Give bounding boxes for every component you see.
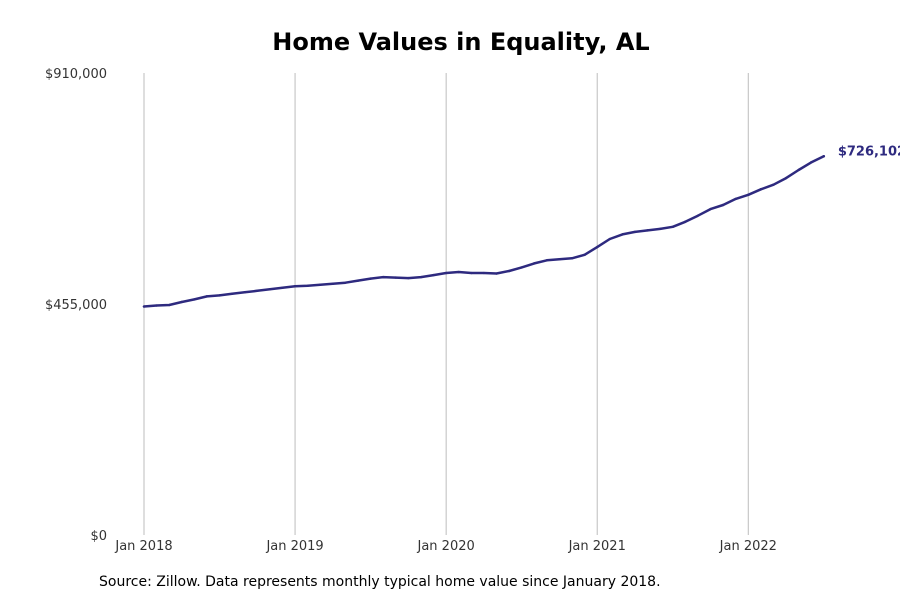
data-point (583, 253, 586, 256)
data-point (633, 230, 637, 234)
data-point (444, 271, 448, 275)
x-tick-label: Jan 2022 (719, 539, 777, 554)
x-tick-label: Jan 2021 (568, 539, 626, 554)
end-value-label: $726,102 (838, 144, 900, 159)
series-layer (142, 155, 826, 308)
data-point (281, 286, 284, 289)
data-point (545, 259, 549, 262)
data-point (369, 277, 372, 280)
data-point (596, 245, 599, 249)
x-tick-label: Jan 2018 (114, 539, 172, 554)
data-point (822, 155, 826, 158)
y-tick-label: $910,000 (45, 67, 107, 82)
chart-title: Home Values in Equality, AL (272, 28, 650, 56)
y-tick-label: $0 (90, 529, 107, 544)
data-point (381, 275, 385, 279)
data-point (394, 276, 397, 279)
data-point (167, 303, 171, 307)
data-point (671, 225, 674, 229)
data-point (558, 258, 561, 261)
data-point (721, 203, 725, 207)
data-point (759, 188, 763, 191)
y-axis-tick-labels: $0 $455,000 $910,000 (45, 67, 107, 544)
data-point (810, 161, 813, 164)
data-point (205, 295, 209, 298)
data-point (268, 288, 272, 291)
data-point (293, 285, 297, 288)
annotations: $726,102 (838, 144, 900, 159)
data-point (520, 266, 523, 269)
data-point (621, 233, 624, 236)
x-tick-label: Jan 2020 (417, 539, 475, 554)
data-point (457, 270, 460, 274)
data-point (193, 298, 196, 301)
data-point (230, 292, 234, 296)
data-point (256, 289, 259, 292)
data-point (658, 227, 662, 231)
data-point (646, 229, 649, 232)
data-point (784, 176, 788, 180)
data-point (684, 220, 687, 223)
data-point (306, 284, 309, 287)
data-point (696, 214, 700, 217)
x-tick-label: Jan 2019 (265, 539, 323, 554)
data-point (772, 183, 775, 186)
data-point (319, 283, 322, 286)
grid-lines (143, 73, 749, 535)
data-point (432, 273, 435, 277)
series-line (142, 155, 826, 308)
data-point (180, 300, 183, 304)
data-point (243, 291, 246, 294)
data-point (142, 305, 146, 308)
data-point (533, 262, 536, 265)
x-axis-tick-labels: Jan 2018 Jan 2019 Jan 2020 Jan 2021 Jan 2022 (114, 539, 777, 554)
data-point (482, 271, 486, 275)
y-tick-label: $455,000 (45, 298, 107, 313)
data-point (709, 207, 712, 211)
data-point (218, 294, 221, 297)
data-point (155, 304, 158, 307)
data-point (734, 197, 737, 201)
data-point (356, 279, 360, 282)
data-point (797, 168, 800, 172)
data-point (747, 193, 750, 197)
data-point (470, 271, 473, 275)
data-point (495, 272, 498, 275)
data-point (570, 257, 574, 260)
data-point (608, 237, 612, 241)
data-point (407, 276, 410, 280)
source-note: Source: Zillow. Data represents monthly … (99, 574, 661, 590)
data-point (419, 275, 423, 279)
data-point (331, 282, 335, 285)
data-point (507, 269, 511, 273)
data-point (344, 281, 347, 284)
